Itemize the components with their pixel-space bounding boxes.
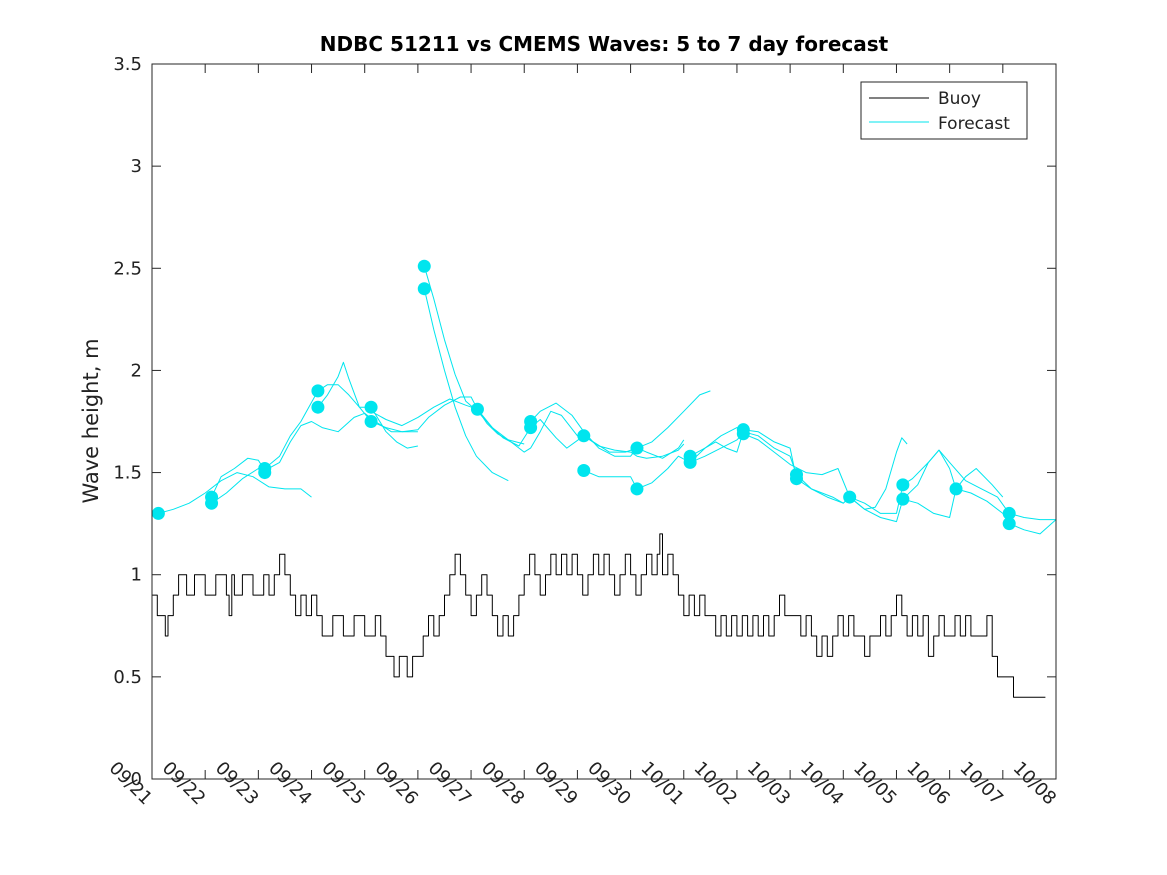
forecast-start-marker [949, 482, 963, 496]
forecast-series-line-2 [211, 412, 418, 498]
marker-layer [151, 259, 1016, 531]
forecast-start-marker [577, 429, 591, 443]
forecast-start-marker [683, 455, 697, 469]
forecast-series-line-8 [530, 390, 711, 457]
plot-area: 09/21 09/22 09/23 09/24 09/25 09/26 09/27 09/28… [105, 54, 1061, 809]
forecast-series-line-4 [317, 361, 525, 445]
forecast-start-marker [151, 506, 165, 520]
forecast-start-marker [1002, 517, 1016, 531]
forecast-start-marker [524, 421, 538, 435]
forecast-start-marker [205, 496, 219, 510]
forecast-start-marker [311, 400, 325, 414]
forecast-start-marker [736, 427, 750, 441]
forecast-start-marker [311, 384, 325, 398]
forecast-start-marker [789, 472, 803, 486]
y-tick-label: 1.5 [113, 463, 142, 484]
y-tick-label: 0 [131, 769, 142, 790]
axes-box [151, 63, 1057, 780]
plot-background [152, 64, 1056, 779]
y-tick-label: 0.5 [113, 667, 142, 688]
forecast-start-marker [417, 259, 431, 273]
forecast-series-line-9 [583, 431, 908, 510]
forecast-start-marker [417, 282, 431, 296]
forecast-start-marker [1002, 506, 1016, 520]
legend-label-forecast: Forecast [938, 114, 1010, 134]
forecast-start-marker [630, 482, 644, 496]
forecast-series-line-1 [158, 472, 312, 514]
forecast-series-line-12 [902, 449, 1056, 521]
buoy-series-line [152, 533, 1046, 698]
y-tick-label: 3 [131, 156, 142, 177]
legend-box [860, 81, 1028, 140]
forecast-start-marker [896, 478, 910, 492]
forecast-start-marker [364, 400, 378, 414]
y-axis-label: Wave height, m [79, 338, 103, 503]
forecast-series-line-7 [423, 288, 509, 482]
y-tick-label: 1 [131, 565, 142, 586]
y-axis-ticks: 0 0.5 1 1.5 2 2.5 3 3.5 [113, 54, 1056, 790]
forecast-start-marker [896, 492, 910, 506]
forecast-series-line-5 [370, 398, 685, 459]
y-tick-label: 2.5 [113, 258, 142, 279]
y-tick-label: 3.5 [113, 54, 142, 75]
forecast-start-marker [630, 441, 644, 455]
forecast-start-marker [364, 415, 378, 428]
forecast-start-marker [843, 490, 857, 504]
forecast-start-marker [258, 466, 272, 480]
forecast-start-marker [470, 402, 484, 416]
legend-label-buoy: Buoy [938, 89, 981, 109]
forecast-series-line-11 [689, 433, 1057, 535]
chart-title: NDBC 51211 vs CMEMS Waves: 5 to 7 day fo… [320, 32, 889, 56]
legend: Buoy Forecast [860, 81, 1028, 140]
forecast-start-marker [577, 464, 591, 478]
y-tick-label: 2 [131, 360, 142, 381]
